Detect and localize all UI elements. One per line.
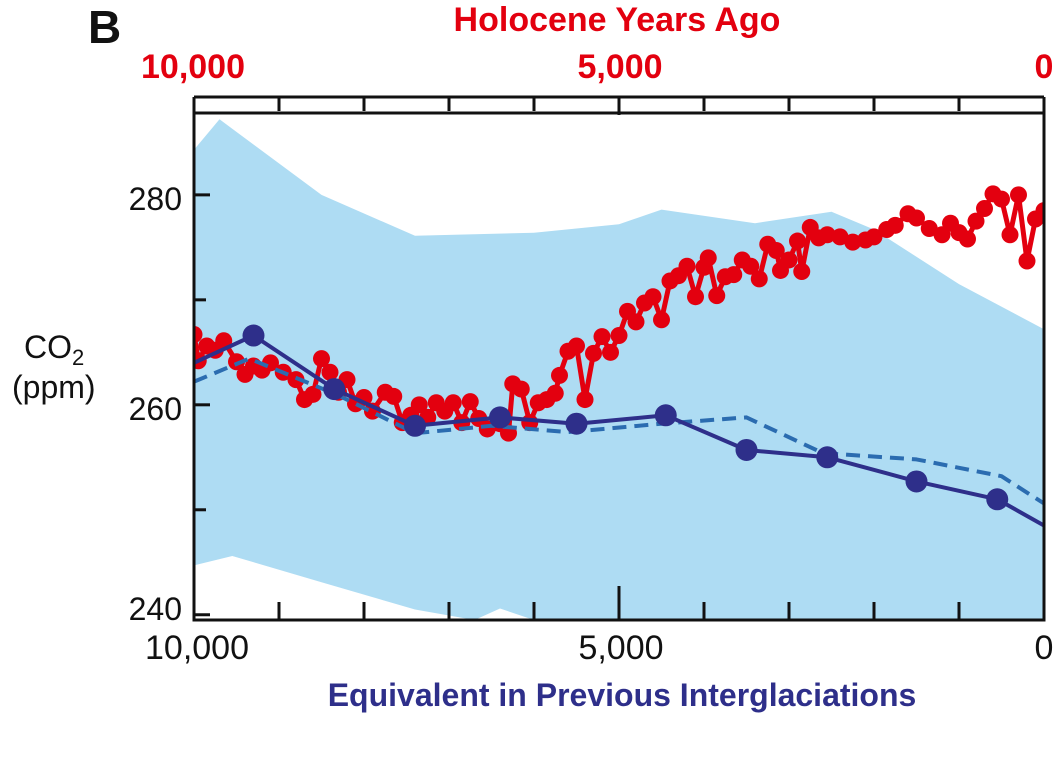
holocene-point-13: [304, 385, 322, 403]
panel-label: B: [88, 1, 121, 53]
holocene-point-53: [644, 288, 662, 306]
holocene-point-37: [512, 380, 530, 398]
top-axis-title: Holocene Years Ago: [454, 1, 781, 39]
holocene-point-72: [793, 263, 811, 281]
holocene-point-58: [687, 288, 704, 306]
holocene-point-83: [908, 209, 925, 227]
y-tick-label-240: 240: [129, 591, 182, 627]
holocene-point-47: [593, 328, 611, 346]
series-interglacial: [194, 324, 1044, 528]
interglacial-point-1: [323, 378, 346, 401]
holocene-point-70: [780, 251, 798, 269]
holocene-point-22: [385, 387, 403, 405]
holocene-point-46: [585, 344, 602, 362]
holocene-point-66: [750, 270, 768, 288]
holocene-point-77: [844, 233, 862, 251]
holocene-point-84: [920, 219, 938, 237]
holocene-point-68: [767, 242, 785, 260]
bottom-axis-title: Equivalent in Previous Interglaciations: [328, 677, 917, 713]
holocene-point-5: [228, 353, 245, 371]
holocene-point-57: [678, 257, 696, 275]
plot-area: [194, 119, 1044, 620]
interglacial-point-7: [816, 446, 839, 469]
series-layer: [194, 185, 1044, 528]
axes-layer: [192, 95, 1046, 622]
holocene-point-41: [546, 384, 564, 402]
interglacial-mean-line: [194, 333, 1044, 528]
top-tick-label-5000: 5,000: [577, 48, 662, 86]
holocene-point-25: [410, 396, 428, 414]
holocene-point-65: [742, 257, 760, 275]
interglacial-point-3: [489, 406, 511, 429]
holocene-point-61: [708, 287, 726, 305]
holocene-point-42: [551, 366, 568, 384]
interglacial-point-9: [986, 488, 1009, 511]
holocene-point-88: [959, 230, 976, 248]
holocene-point-31: [461, 393, 479, 411]
y-axis-unit: (ppm): [12, 369, 96, 405]
y-tick-label-280: 280: [129, 181, 182, 217]
holocene-point-93: [1001, 226, 1019, 244]
interglacial-point-5: [654, 404, 677, 427]
band-layer: [194, 119, 1044, 620]
interglacial-point-2: [404, 414, 426, 437]
interglacial-point-0: [242, 324, 265, 347]
top-tick-label-10000: 10,000: [141, 48, 245, 86]
interglacial-range-band: [194, 119, 1044, 620]
bottom-tick-label-0: 0: [1035, 629, 1054, 667]
interglacial-point-6: [735, 438, 758, 461]
holocene-point-75: [818, 226, 836, 244]
bottom-tick-label-5000: 5,000: [578, 629, 663, 667]
holocene-point-60: [699, 249, 717, 267]
holocene-point-90: [976, 200, 993, 218]
holocene-point-71: [789, 232, 806, 250]
y-axis-label-main: CO: [24, 329, 72, 365]
series-holocene: [194, 185, 1044, 442]
y-axis-label: CO2: [24, 329, 84, 370]
holocene-point-44: [568, 337, 585, 355]
holocene-point-97: [1035, 202, 1044, 220]
holocene-point-0: [194, 325, 203, 343]
holocene-point-89: [967, 212, 985, 230]
holocene-point-14: [313, 350, 330, 368]
holocene-point-63: [725, 266, 743, 284]
interglacial-point-8: [905, 470, 928, 493]
holocene-point-49: [610, 327, 628, 345]
holocene-point-54: [653, 311, 670, 329]
holocene-point-48: [602, 343, 619, 361]
holocene-point-94: [1010, 186, 1027, 204]
holocene-point-81: [886, 216, 904, 234]
holocene-point-45: [576, 391, 594, 409]
holocene-point-51: [627, 313, 645, 331]
bottom-tick-label-10000: 10,000: [145, 629, 249, 667]
holocene-point-76: [831, 228, 849, 246]
holocene-point-95: [1018, 252, 1036, 270]
holocene-point-29: [444, 394, 462, 412]
interglacial-point-4: [565, 412, 588, 435]
y-tick-label-260: 260: [129, 391, 182, 427]
holocene-point-79: [865, 228, 883, 246]
top-tick-label-0: 0: [1035, 48, 1054, 86]
holocene-point-92: [993, 190, 1010, 208]
holocene-point-15: [321, 363, 339, 381]
y-axis-label-subscript: 2: [72, 345, 84, 370]
